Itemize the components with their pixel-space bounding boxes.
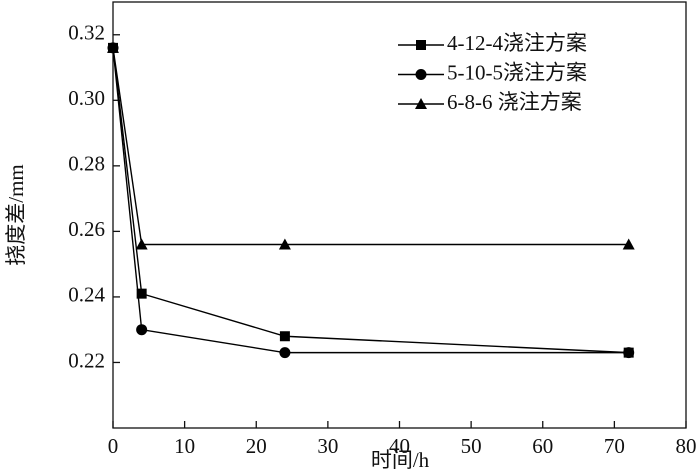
- y-tick-label: 0.24: [68, 283, 105, 307]
- legend-marker: [415, 98, 427, 109]
- marker: [136, 324, 148, 336]
- plot-frame: [112, 1, 687, 429]
- y-tick-label: 0.30: [68, 86, 105, 110]
- series-line: [112, 47, 629, 354]
- series-line: [112, 47, 629, 354]
- x-axis-label: 时间/h: [371, 448, 430, 472]
- marker: [279, 331, 290, 342]
- y-tick-label: 0.22: [68, 348, 105, 372]
- x-tick-label: 80: [676, 434, 697, 458]
- y-tick-label: 0.32: [68, 21, 105, 45]
- marker: [279, 347, 291, 359]
- legend-marker: [416, 40, 426, 50]
- y-tick-label: 0.26: [68, 217, 105, 241]
- x-tick-label: 0: [108, 434, 119, 458]
- x-tick-label: 40: [389, 434, 410, 458]
- marker: [623, 347, 635, 359]
- x-tick-label: 60: [532, 434, 553, 458]
- x-tick-label: 50: [461, 434, 482, 458]
- x-tick-label: 30: [317, 434, 338, 458]
- x-tick-label: 70: [604, 434, 625, 458]
- legend-label: 5-10-5浇注方案: [447, 60, 587, 84]
- x-tick-label: 10: [174, 434, 195, 458]
- legend-label: 4-12-4浇注方案: [447, 31, 587, 55]
- x-tick-label: 20: [246, 434, 267, 458]
- y-axis-label: 挠度差/mm: [4, 164, 28, 266]
- legend-label: 6-8-6 浇注方案: [447, 90, 582, 114]
- marker: [107, 41, 119, 53]
- marker: [278, 238, 291, 250]
- marker: [622, 238, 635, 250]
- legend-marker: [415, 69, 427, 80]
- series-line: [112, 47, 629, 246]
- marker: [135, 238, 148, 250]
- y-tick-label: 0.28: [68, 152, 105, 176]
- marker: [136, 288, 147, 299]
